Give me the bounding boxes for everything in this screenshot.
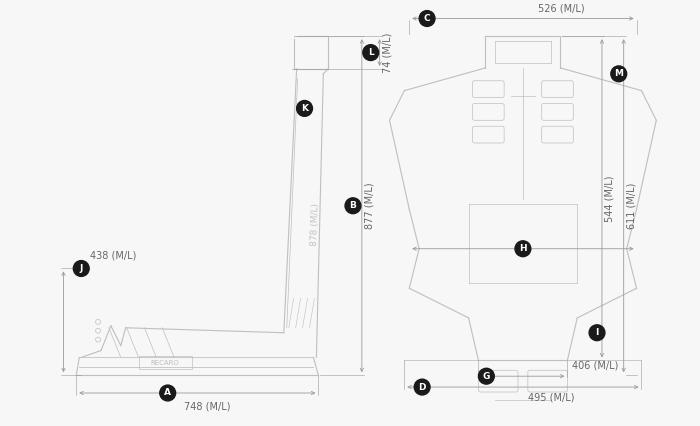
Text: A: A <box>164 389 172 397</box>
Text: J: J <box>80 264 83 273</box>
Circle shape <box>345 198 361 214</box>
Text: C: C <box>424 14 430 23</box>
Text: M: M <box>615 69 623 78</box>
Circle shape <box>419 11 435 26</box>
Text: 544 (M/L): 544 (M/L) <box>605 175 615 222</box>
Text: 406 (M/L): 406 (M/L) <box>573 360 619 370</box>
Text: K: K <box>301 104 308 113</box>
Text: 611 (M/L): 611 (M/L) <box>626 183 637 229</box>
Text: L: L <box>368 48 374 57</box>
Circle shape <box>414 379 430 395</box>
Circle shape <box>160 385 176 401</box>
Circle shape <box>479 368 494 384</box>
Circle shape <box>74 261 89 276</box>
Circle shape <box>297 101 312 116</box>
Circle shape <box>515 241 531 256</box>
Text: RECARO: RECARO <box>151 360 180 366</box>
Circle shape <box>363 45 379 60</box>
Text: D: D <box>419 383 426 391</box>
Text: 74 (M/L): 74 (M/L) <box>383 32 393 73</box>
Text: G: G <box>483 372 490 381</box>
Text: B: B <box>349 201 356 210</box>
Text: H: H <box>519 244 526 253</box>
Text: 748 (M/L): 748 (M/L) <box>184 402 230 412</box>
Text: 526 (M/L): 526 (M/L) <box>538 3 584 14</box>
Text: 878 (M/L): 878 (M/L) <box>310 203 321 246</box>
Text: 438 (M/L): 438 (M/L) <box>90 250 136 261</box>
Text: 495 (M/L): 495 (M/L) <box>528 392 575 402</box>
Circle shape <box>611 66 626 82</box>
Text: I: I <box>595 328 598 337</box>
Text: 877 (M/L): 877 (M/L) <box>365 182 374 229</box>
Circle shape <box>589 325 605 341</box>
